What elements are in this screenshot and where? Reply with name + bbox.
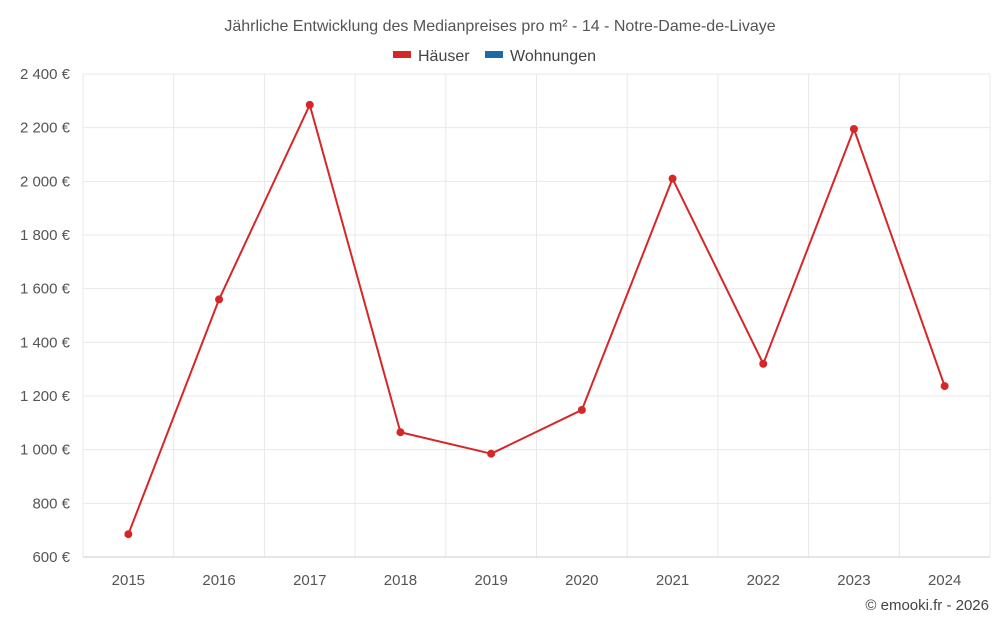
y-tick-label: 1 200 € [20, 388, 71, 405]
x-tick-label: 2016 [202, 572, 235, 589]
x-tick-label: 2019 [474, 572, 507, 589]
y-tick-label: 1 600 € [20, 281, 71, 298]
x-axis-ticks: 2015 2016 2017 2018 2019 2020 2021 2022 2023 2024 [112, 572, 962, 589]
grid [82, 73, 991, 557]
legend-swatch-wohnungen [485, 51, 503, 58]
x-tick-label: 2024 [928, 572, 961, 589]
y-axis-ticks: 600 € 800 € 1 000 € 1 200 € 1 400 € 1 600 € 1 … [20, 66, 71, 566]
legend-label-haeuser: Häuser [418, 48, 470, 65]
x-tick-label: 2018 [384, 572, 417, 589]
data-point[interactable] [759, 359, 768, 368]
y-tick-label: 2 200 € [20, 120, 71, 137]
x-tick-label: 2017 [293, 572, 326, 589]
legend-swatch-haeuser [393, 51, 411, 58]
x-tick-label: 2022 [747, 572, 780, 589]
data-point[interactable] [124, 530, 133, 539]
x-tick-label: 2020 [565, 572, 598, 589]
data-point[interactable] [305, 100, 314, 109]
legend-item-haeuser[interactable]: Häuser [393, 48, 470, 65]
y-tick-label: 600 € [32, 549, 70, 566]
y-tick-label: 800 € [32, 495, 70, 512]
data-point[interactable] [940, 382, 949, 391]
series-haeuser [124, 100, 949, 539]
data-point[interactable] [215, 295, 224, 304]
x-tick-label: 2015 [112, 572, 145, 589]
chart-title: Jährliche Entwicklung des Medianpreises … [224, 18, 775, 35]
y-tick-label: 1 400 € [20, 334, 71, 351]
data-point[interactable] [849, 125, 858, 134]
x-tick-label: 2023 [837, 572, 870, 589]
y-tick-label: 1 000 € [20, 442, 71, 459]
data-point[interactable] [396, 428, 405, 437]
credit-text: © emooki.fr - 2026 [865, 597, 989, 614]
y-tick-label: 2 400 € [20, 66, 71, 83]
x-tick-label: 2021 [656, 572, 689, 589]
y-tick-label: 1 800 € [20, 227, 71, 244]
legend-label-wohnungen: Wohnungen [510, 48, 596, 65]
data-point[interactable] [487, 449, 496, 458]
data-point[interactable] [577, 405, 586, 414]
y-tick-label: 2 000 € [20, 173, 71, 190]
legend-item-wohnungen[interactable]: Wohnungen [485, 48, 596, 65]
data-point[interactable] [668, 174, 677, 183]
series-line-0 [127, 103, 946, 535]
legend: Häuser Wohnungen [393, 48, 596, 65]
